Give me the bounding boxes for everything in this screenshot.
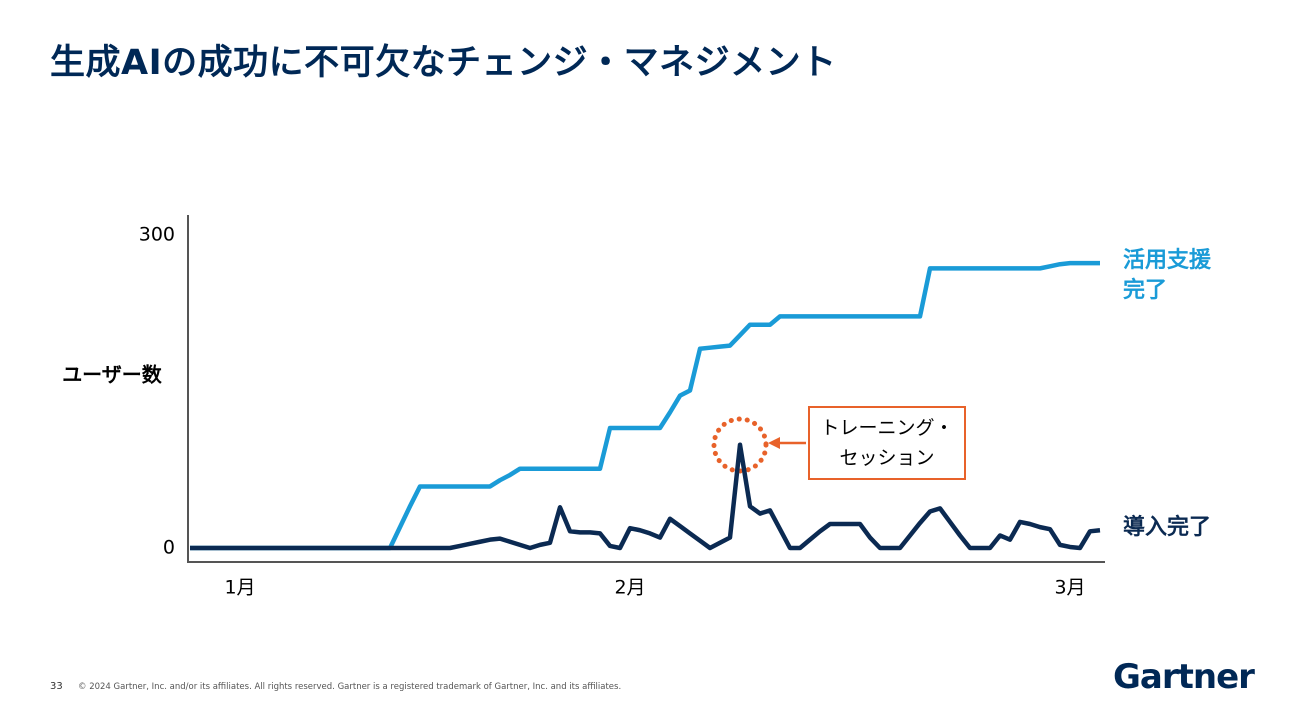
- x-tick-label: 1月: [224, 577, 255, 599]
- x-tick-label: 3月: [1054, 577, 1085, 599]
- y-axis-label: ユーザー数: [62, 363, 163, 387]
- slide-title: 生成AIの成功に不可欠なチェンジ・マネジメント: [50, 43, 837, 83]
- y-tick-label: 300: [139, 224, 175, 246]
- series-label: 導入完了: [1123, 515, 1212, 541]
- page-number: 33: [50, 681, 63, 692]
- series-label: 活用支援完了: [1123, 248, 1212, 304]
- series-line: [190, 442, 1101, 551]
- arrow-head: [768, 437, 780, 449]
- x-tick-label: 2月: [614, 577, 645, 599]
- logo: Gartner: [1113, 657, 1255, 697]
- annotation-text: トレーニング・セッション: [820, 417, 954, 469]
- highlight-circle: [711, 416, 769, 474]
- copyright: © 2024 Gartner, Inc. and/or its affiliat…: [78, 682, 622, 692]
- annotation-box: トレーニング・セッション: [808, 406, 966, 480]
- y-tick-label: 0: [163, 537, 175, 559]
